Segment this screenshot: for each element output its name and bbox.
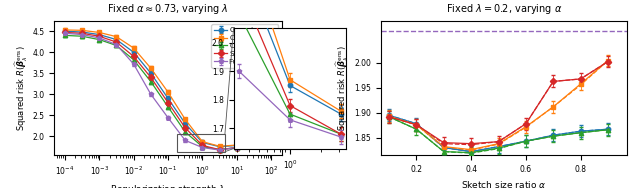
Y-axis label: Squared risk $R(\widehat{\boldsymbol{\beta}}^{\mathrm{ens}}_\lambda)$: Squared risk $R(\widehat{\boldsymbol{\be… (13, 45, 30, 131)
Title: Fixed $\alpha \approx 0.73$, varying $\lambda$: Fixed $\alpha \approx 0.73$, varying $\l… (108, 2, 228, 16)
Title: Fixed $\lambda = 0.2$, varying $\alpha$: Fixed $\lambda = 0.2$, varying $\alpha$ (446, 2, 562, 16)
Legend: Gaussian, Orthogonal, CountSketch, SRDCT, Full ridge: Gaussian, Orthogonal, CountSketch, SRDCT… (211, 24, 278, 67)
X-axis label: Sketch size ratio $\alpha$: Sketch size ratio $\alpha$ (461, 179, 547, 188)
Bar (177, 134, 225, 152)
X-axis label: Regularization strength $\lambda$: Regularization strength $\lambda$ (111, 183, 225, 188)
Y-axis label: Squared risk $R(\widehat{\boldsymbol{\beta}}^{\mathrm{ens}}_\lambda)$: Squared risk $R(\widehat{\boldsymbol{\be… (335, 45, 351, 131)
